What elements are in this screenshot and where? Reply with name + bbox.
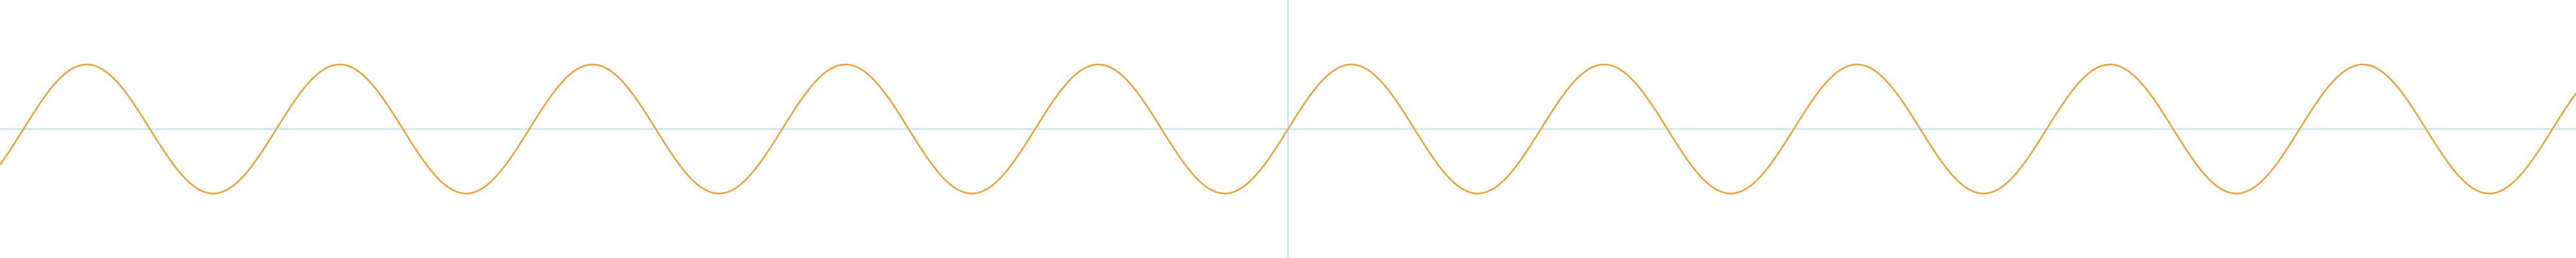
series-line-sine (0, 63, 2576, 195)
